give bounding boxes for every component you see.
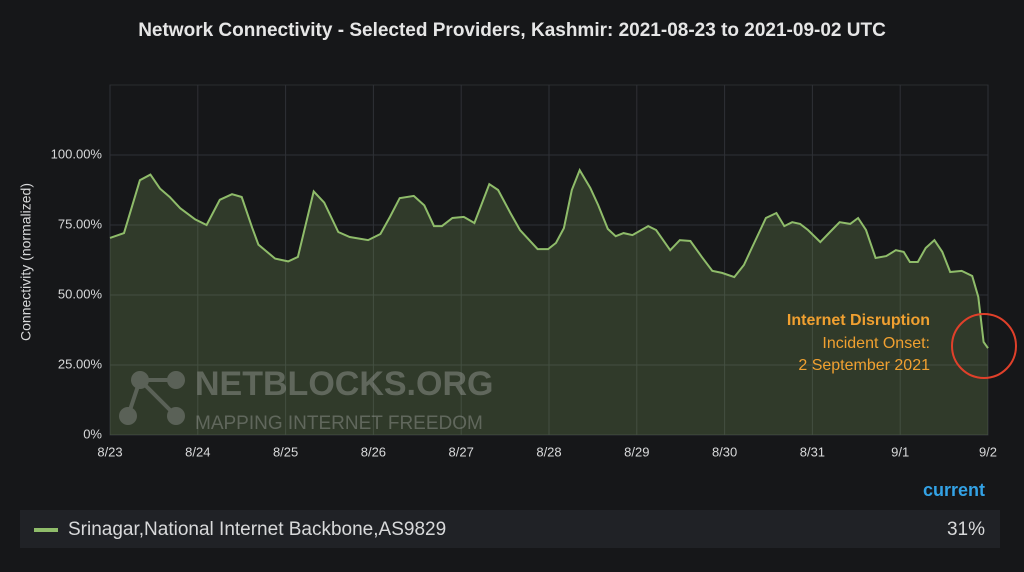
line [109, 167, 989, 349]
x-tick-label: 8/24 [185, 444, 210, 459]
y-axis-label: Connectivity (normalized) [18, 183, 34, 341]
logo-lines [126, 378, 178, 418]
annotation-title: Internet Disruption [787, 312, 930, 329]
plot-area: 0% 25.00% 50.00% 75.00% 100.00% 8/23 8/24 8/25 8… [51, 84, 997, 459]
legend-value: 31% [947, 519, 985, 540]
watermark-subtitle: MAPPING INTERNET FREEDOM [195, 413, 483, 434]
x-tick-label: 9/2 [979, 444, 997, 459]
legend-row [20, 510, 1000, 548]
logo-dot [167, 371, 185, 389]
logo-dot [119, 407, 137, 425]
x-tick-label: 8/31 [800, 444, 825, 459]
x-tick-label: 8/29 [624, 444, 649, 459]
x-tick-label: 8/26 [361, 444, 386, 459]
area-fill [110, 170, 988, 435]
y-tick-label: 0% [83, 426, 102, 441]
x-tick-label: 9/1 [891, 444, 909, 459]
x-tick-label: 8/28 [536, 444, 561, 459]
highlight-circle [951, 313, 1017, 379]
annotation-line: 2 September 2021 [798, 357, 930, 374]
logo-dot [167, 407, 185, 425]
watermark-title: NETBLOCKS.ORG [195, 365, 493, 403]
logo-dot [131, 371, 149, 389]
y-tick-label: 25.00% [58, 356, 103, 371]
legend-header: current [923, 480, 985, 500]
y-tick-label: 100.00% [51, 146, 103, 161]
chart-title: Network Connectivity - Selected Provider… [138, 20, 886, 41]
x-tick-label: 8/25 [273, 444, 298, 459]
watermark: NETBLOCKS.ORG MAPPING INTERNET FREEDOM [119, 365, 493, 434]
x-tick-label: 8/27 [449, 444, 474, 459]
x-tick-label: 8/30 [712, 444, 737, 459]
y-tick-label: 50.00% [58, 286, 103, 301]
x-tick-label: 8/23 [97, 444, 122, 459]
annotation-line: Incident Onset: [822, 335, 930, 352]
y-tick-label: 75.00% [58, 216, 103, 231]
legend-label[interactable]: Srinagar,National Internet Backbone,AS98… [68, 519, 446, 540]
